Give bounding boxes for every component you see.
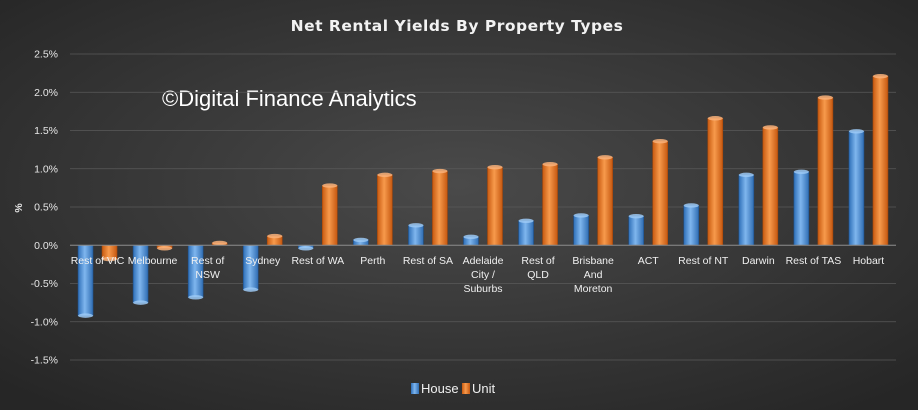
- category-label: ACT: [638, 255, 660, 267]
- bar-cap-house: [243, 287, 259, 292]
- category-label: Hobart: [853, 255, 885, 267]
- bar-cap-house: [78, 313, 94, 318]
- legend-swatch-house: [411, 383, 419, 394]
- bar-cap-unit: [377, 172, 393, 178]
- bar-unit: [542, 163, 558, 246]
- bar-cap-house: [408, 223, 424, 228]
- bar-cap-house: [353, 237, 369, 243]
- legend-label-unit: Unit: [472, 381, 496, 396]
- y-tick-label: 2.5%: [34, 49, 58, 61]
- bar-cap-house: [188, 295, 204, 300]
- bar-cap-unit: [707, 116, 723, 121]
- category-label: Rest of TAS: [786, 255, 842, 267]
- bar-cap-unit: [432, 168, 448, 174]
- bar-unit: [817, 97, 834, 246]
- bar-unit: [321, 185, 338, 246]
- bar-cap-house: [628, 213, 644, 219]
- category-label: Rest of NT: [678, 255, 729, 267]
- bar-cap-house: [463, 234, 479, 240]
- category-label: Rest of NSW: [191, 255, 224, 281]
- bar-cap-unit: [267, 233, 283, 239]
- bar-house: [242, 244, 259, 290]
- bar-house: [738, 174, 755, 246]
- bar-unit: [377, 174, 393, 246]
- category-label: Rest of WA: [291, 255, 344, 267]
- legend-swatch-unit: [462, 383, 470, 394]
- category-label: Adelaide City / Suburbs: [463, 255, 504, 295]
- bar-cap-unit: [487, 165, 503, 170]
- y-axis-ticks: -1.5% -1.0% -0.5% 0.0% 0.5% 1.0% 1.5% 2.0% 2.5%: [31, 49, 58, 367]
- bar-cap-unit: [102, 256, 118, 262]
- bar-unit: [487, 166, 503, 246]
- y-tick-label: -0.5%: [31, 278, 58, 290]
- bar-unit: [872, 75, 889, 246]
- bar-cap-house: [793, 169, 809, 175]
- y-tick-label: 1.0%: [34, 163, 58, 175]
- legend: House Unit: [411, 381, 496, 396]
- bar-house: [518, 220, 534, 246]
- bar-cap-unit: [157, 246, 173, 251]
- bar-unit: [652, 140, 669, 246]
- bar-cap-unit: [212, 240, 228, 246]
- bar-house: [683, 205, 700, 246]
- chart-title: Net Rental Yields By Property Types: [291, 17, 624, 35]
- bar-cap-house: [848, 129, 864, 134]
- bar-cap-house: [518, 218, 534, 223]
- category-label: Rest of VIC: [71, 255, 125, 267]
- legend-label-house: House: [421, 381, 459, 396]
- category-label: Rest of SA: [403, 255, 453, 267]
- bar-house: [848, 130, 865, 246]
- bar-cap-house: [683, 203, 699, 208]
- bar-unit: [707, 117, 724, 246]
- category-label: Rest of QLD: [521, 255, 554, 281]
- y-tick-label: 0.0%: [34, 240, 58, 252]
- bar-house: [573, 215, 589, 246]
- bar-cap-unit: [817, 95, 833, 100]
- category-labels: Rest of VIC Melbourne Rest of NSW Sydney Rest…: [71, 255, 885, 295]
- bar-cap-house: [298, 246, 314, 251]
- bar-house: [408, 225, 424, 246]
- bar-cap-unit: [872, 73, 888, 79]
- bars: [77, 73, 889, 318]
- bar-house: [793, 171, 810, 246]
- category-label: Sydney: [245, 255, 281, 267]
- bar-cap-unit: [322, 183, 338, 188]
- bar-cap-house: [738, 172, 754, 178]
- bar-cap-unit: [542, 161, 558, 167]
- bar-cap-house: [573, 213, 589, 218]
- bar-house: [628, 215, 645, 246]
- bar-house: [132, 244, 149, 303]
- y-tick-label: -1.5%: [31, 355, 58, 367]
- y-tick-label: -1.0%: [31, 316, 58, 328]
- category-label: Darwin: [742, 255, 775, 267]
- bar-cap-unit: [652, 139, 668, 144]
- bar-cap-house: [133, 300, 149, 305]
- category-label: Perth: [360, 255, 385, 267]
- bar-cap-unit: [597, 155, 613, 160]
- y-axis-label: %: [13, 203, 25, 213]
- bar-unit: [432, 170, 448, 246]
- category-label: Melbourne: [128, 255, 178, 267]
- y-tick-label: 1.5%: [34, 125, 58, 137]
- bar-unit: [597, 156, 613, 246]
- category-label: Brisbane And Moreton: [572, 255, 614, 295]
- watermark-text: ©Digital Finance Analytics: [162, 86, 417, 111]
- y-tick-label: 2.0%: [34, 87, 58, 99]
- bar-cap-unit: [762, 125, 778, 130]
- bar-unit: [762, 127, 779, 246]
- y-tick-label: 0.5%: [34, 202, 58, 214]
